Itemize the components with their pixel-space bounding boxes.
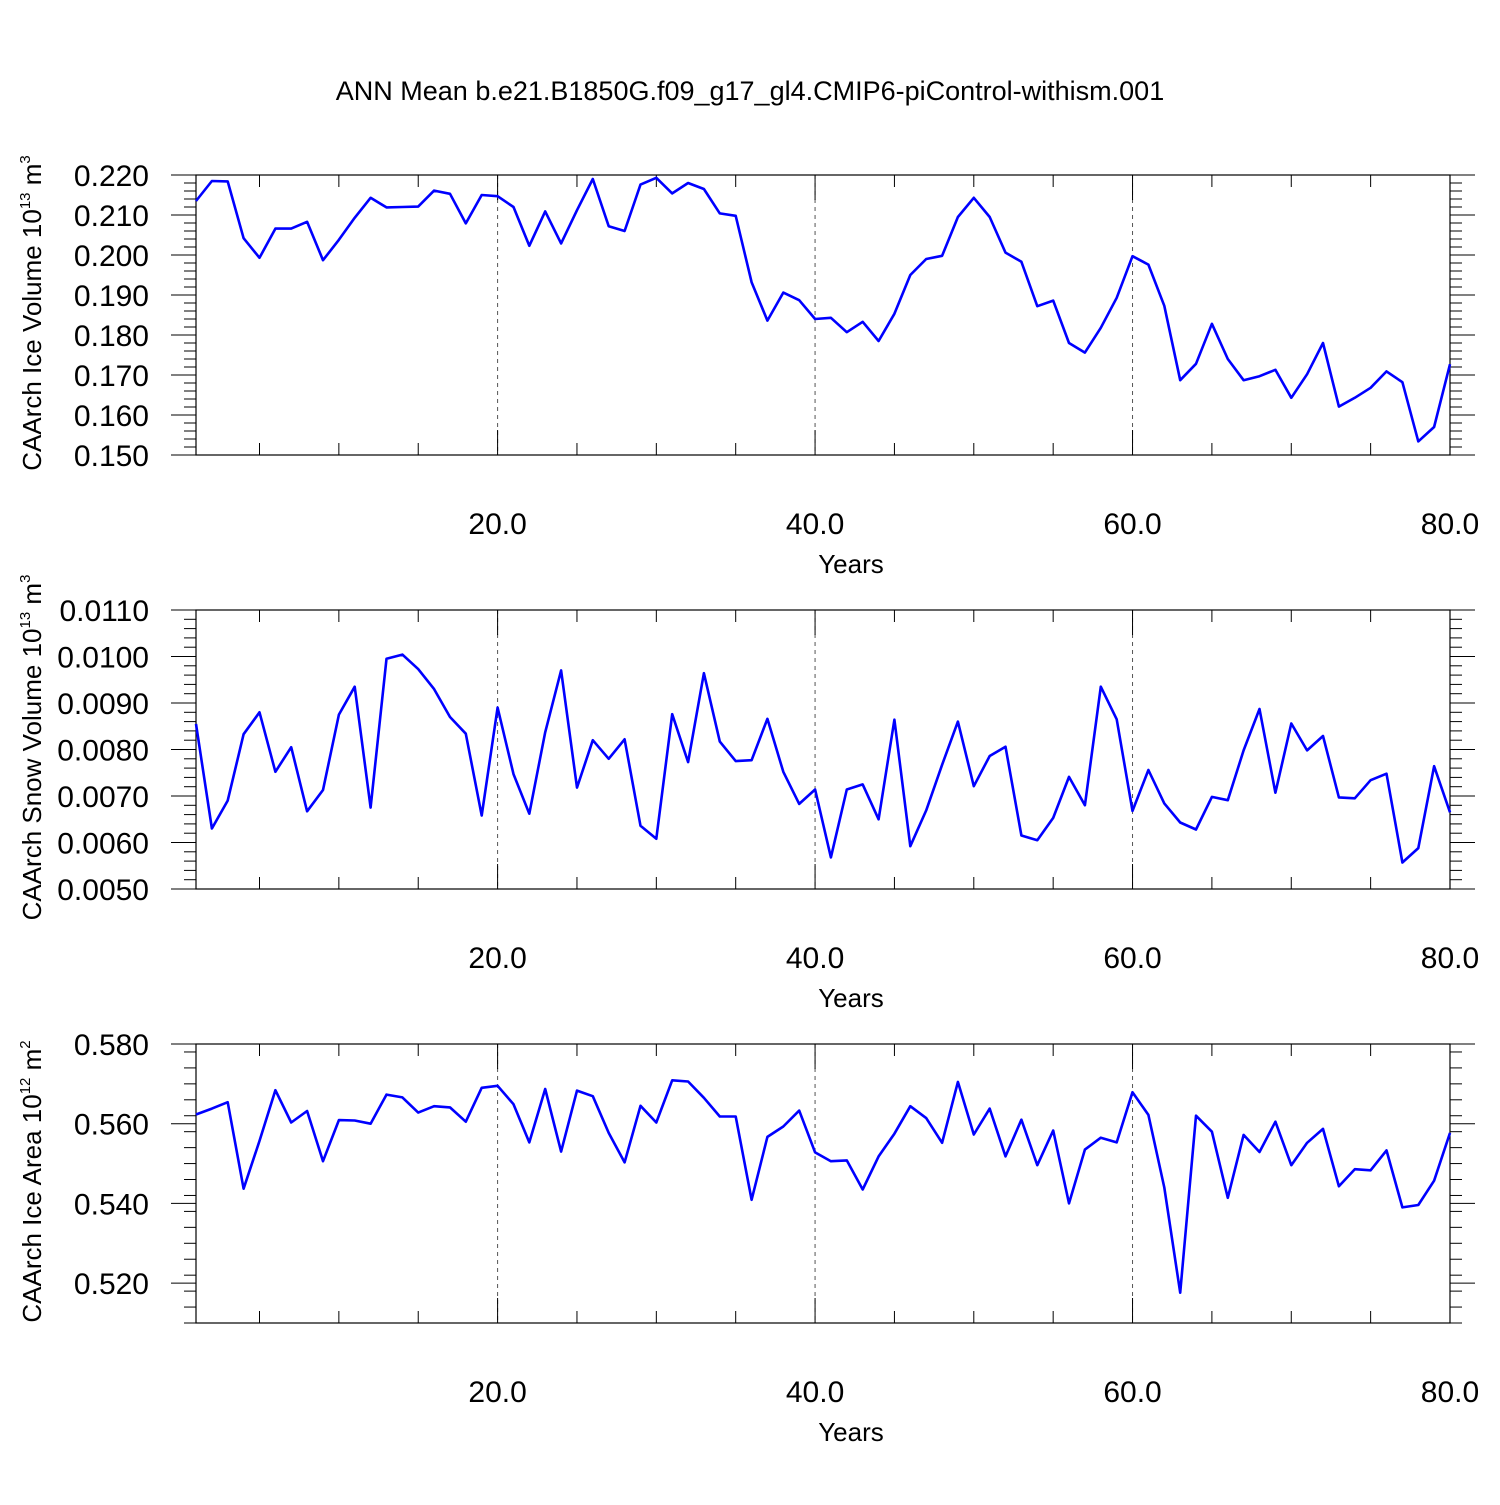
y-axis-label-text: CAArch Ice Area 10: [17, 1094, 47, 1322]
y-tick-label: 0.580: [74, 1029, 149, 1062]
x-axis-label: Years: [818, 549, 884, 579]
y-tick-label: 0.200: [74, 240, 149, 273]
y-tick-label: 0.0090: [57, 688, 149, 721]
y-tick-label: 0.540: [74, 1188, 149, 1221]
x-tick-label: 20.0: [468, 1376, 526, 1409]
y-tick-label: 0.160: [74, 400, 149, 433]
x-tick-label: 80.0: [1421, 508, 1479, 541]
y-tick-label: 0.520: [74, 1268, 149, 1301]
y-tick-label: 0.0110: [59, 595, 149, 628]
x-tick-label: 80.0: [1421, 1376, 1479, 1409]
chart-panel-3: 20.0 40.0 60.0 80.0 0.520 0.540 0.560 0.580 Year…: [17, 1029, 1479, 1447]
y-tick-label: 0.170: [74, 360, 149, 393]
y-axis-label-superscript: 13: [17, 612, 34, 629]
x-tick-label: 20.0: [468, 942, 526, 975]
x-axis-label: Years: [818, 983, 884, 1013]
x-tick-label: 60.0: [1103, 942, 1161, 975]
x-tick-label: 40.0: [786, 1376, 844, 1409]
y-axis-label-text: CAArch Ice Volume 10: [17, 209, 47, 471]
y-axis-label: CAArch Snow Volume 1013 m3: [17, 575, 47, 921]
x-tick-label: 40.0: [786, 508, 844, 541]
y-axis-label: CAArch Ice Volume 1013 m3: [17, 155, 47, 471]
y-tick-label: 0.190: [74, 280, 149, 313]
series-line: [195, 1079, 1452, 1294]
y-tick-label: 0.560: [74, 1109, 149, 1142]
x-tick-label: 40.0: [786, 942, 844, 975]
y-tick-label: 0.210: [74, 200, 149, 233]
y-axis-label-superscript: 12: [17, 1078, 34, 1095]
y-tick-label: 0.0050: [57, 874, 149, 907]
main-title: ANN Mean b.e21.B1850G.f09_g17_gl4.CMIP6-…: [335, 76, 1165, 106]
y-tick-label: 0.0060: [57, 828, 149, 861]
y-tick-label: 0.220: [74, 160, 149, 193]
y-tick-label: 0.0100: [57, 642, 149, 675]
x-axis-label: Years: [818, 1417, 884, 1447]
series-line: [194, 653, 1452, 864]
series-line: [194, 176, 1452, 443]
y-axis-label-superscript: 2: [17, 1040, 34, 1048]
plot-frame: [195, 1043, 1451, 1324]
y-axis-label-text: CAArch Snow Volume 10: [17, 628, 47, 920]
y-tick-label: 0.0070: [57, 781, 149, 814]
y-axis-label-text: m: [17, 1049, 47, 1078]
y-axis-label-superscript: 3: [17, 575, 34, 583]
y-tick-label: 0.150: [74, 440, 149, 473]
x-tick-label: 60.0: [1103, 508, 1161, 541]
y-axis-label-superscript: 3: [17, 155, 34, 163]
y-axis-label-text: m: [17, 164, 47, 193]
x-tick-label: 20.0: [468, 508, 526, 541]
y-tick-label: 0.180: [74, 320, 149, 353]
chart-panel-2: 20.0 40.0 60.0 80.0 0.0050 0.0060 0.0070 0.0080…: [17, 575, 1479, 1013]
plot-frame: [195, 609, 1451, 890]
y-axis-label: CAArch Ice Area 1012 m2: [17, 1040, 47, 1322]
y-axis-label-superscript: 13: [17, 192, 34, 209]
plot-frame: [195, 174, 1451, 456]
x-tick-label: 80.0: [1421, 942, 1479, 975]
x-tick-label: 60.0: [1103, 1376, 1161, 1409]
y-tick-label: 0.0080: [57, 735, 149, 768]
chart-panel-1: 20.0 40.0 60.0 80.0 0.150 0.160 0.170 0.180 0.19…: [17, 155, 1479, 579]
y-axis-label-text: m: [17, 583, 47, 612]
